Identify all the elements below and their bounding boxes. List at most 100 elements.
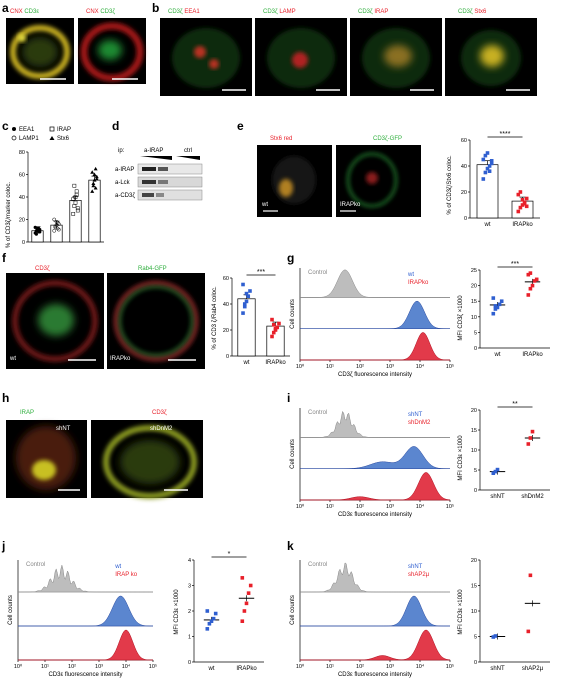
g-ytick-label: 20 xyxy=(471,284,477,290)
panel-h-img2-tag: shDnM2 xyxy=(150,426,173,432)
g-point xyxy=(493,304,498,308)
c-point xyxy=(94,177,99,181)
panel-e-chart: 0 20 40 60 wt IRAPko **** xyxy=(461,131,540,228)
g-sig-label: *** xyxy=(511,261,519,268)
c-point xyxy=(75,208,80,213)
c-point xyxy=(92,178,97,182)
c-point xyxy=(53,224,58,229)
panel-b-label-4-green: CD3ζ xyxy=(458,9,473,15)
panel-k-histogram: 10⁰ 10¹ 10² 10³ 10⁴ 10⁵ Cell counts CD3ε fluore… xyxy=(290,560,454,678)
panel-h-label-red: CD3ζ xyxy=(152,410,167,416)
panel-b-label-2-red: LAMP xyxy=(279,9,295,15)
j-point xyxy=(205,627,210,631)
panel-d-col-1: a-IRAP xyxy=(144,148,163,154)
panel-a-image-2: CNX CD3ζ xyxy=(78,9,146,84)
panel-c-legend-stx6: Stx6 xyxy=(57,136,70,142)
panel-j-ylabel: MFI CD3ε ×1000 xyxy=(174,589,180,635)
i-hist-xtick-label: 10⁴ xyxy=(416,503,425,510)
j-category-label: IRAPko xyxy=(236,666,257,672)
g-point xyxy=(532,279,537,283)
i-hist-xtick-label: 10⁰ xyxy=(296,503,305,510)
f-point xyxy=(271,330,276,335)
e-bar xyxy=(476,164,499,219)
panel-g-ylabel: MFI CD3ζ ×1000 xyxy=(458,295,464,341)
k-hist-curve-0 xyxy=(300,562,450,593)
e-point xyxy=(522,201,527,206)
k-category-label: shAP2µ xyxy=(522,666,544,672)
c-point xyxy=(93,166,98,171)
k-hist-xtick-label: 10⁰ xyxy=(296,663,305,670)
panel-i-histogram: 10⁰ 10¹ 10² 10³ 10⁴ 10⁵ Cell counts CD3ε fluore… xyxy=(290,408,454,518)
i-ytick-label: 10 xyxy=(471,448,477,454)
e-sig-label: **** xyxy=(500,131,511,138)
e-ytick-label: 20 xyxy=(461,190,467,196)
g-hist-ylabel: Cell counts xyxy=(290,299,296,329)
f-point xyxy=(244,299,249,304)
f-category-label: wt xyxy=(243,360,250,366)
g-point xyxy=(497,302,502,307)
c-ytick-label: 80 xyxy=(19,150,25,156)
k-ytick-label: 15 xyxy=(471,584,477,590)
c-point xyxy=(34,232,38,236)
panel-c-letter: c xyxy=(2,119,9,133)
panel-f-ylabel: % of CD3 ζ/Rab4 coloc. xyxy=(212,286,218,350)
panel-d-wedge-2 xyxy=(176,156,200,160)
panel-f-img2-tag: IRAPko xyxy=(110,356,131,362)
k-hist-legend-1: shNT xyxy=(408,564,423,570)
e-ytick-label: 0 xyxy=(464,216,467,222)
c-ytick-label: 20 xyxy=(19,218,25,224)
panel-a-image-1: CNX CD3ε xyxy=(6,9,74,84)
g-hist-curve-0 xyxy=(300,269,450,298)
c-point xyxy=(56,227,61,232)
k-point xyxy=(493,634,498,638)
panel-e-img2-tag: IRAPko xyxy=(340,202,361,208)
c-point xyxy=(74,189,79,194)
svg-text:CD3ζ EEA1: CD3ζ EEA1 xyxy=(168,9,200,15)
k-hist-xtick-label: 10² xyxy=(356,664,364,670)
g-point xyxy=(534,277,539,282)
i-hist-ylabel: Cell counts xyxy=(290,439,296,469)
f-ytick-label: 60 xyxy=(223,276,229,282)
e-point xyxy=(485,151,490,155)
k-ytick-label: 5 xyxy=(474,635,477,641)
e-point xyxy=(487,164,492,168)
panel-d-letter: d xyxy=(112,119,119,133)
g-point xyxy=(526,293,531,297)
panel-b-label-3-red: IRAP xyxy=(374,9,388,15)
i-hist-legend-2: shDnM2 xyxy=(408,420,431,426)
g-hist-xtick-label: 10² xyxy=(356,364,364,370)
e-point xyxy=(483,170,488,175)
panel-c-legend-lamp1: LAMP1 xyxy=(19,136,39,142)
f-point xyxy=(270,317,274,322)
c-point xyxy=(33,225,37,229)
i-hist-xtick-label: 10² xyxy=(356,504,364,510)
i-point xyxy=(491,471,496,475)
j-point xyxy=(211,616,216,621)
panel-e-img1-tag: wt xyxy=(261,202,268,208)
e-point xyxy=(516,209,521,214)
j-ytick-label: 2 xyxy=(188,609,191,615)
f-point xyxy=(271,323,276,327)
i-category-label: shDnM2 xyxy=(521,494,544,500)
i-hist-xtick-label: 10⁵ xyxy=(446,503,454,510)
j-ytick-label: 0 xyxy=(188,660,191,666)
e-category-label: wt xyxy=(484,222,491,228)
panel-e-img1-label: Stx6 red xyxy=(270,136,292,142)
g-point xyxy=(528,271,533,275)
panel-e-ylabel: % of CD3ζ/Stx6 coloc. xyxy=(447,155,453,215)
c-point xyxy=(71,197,76,202)
k-hist-xtick-label: 10⁴ xyxy=(416,663,425,670)
k-ytick-label: 20 xyxy=(471,558,477,564)
f-ytick-label: 20 xyxy=(223,328,229,334)
panel-k-letter: k xyxy=(287,539,294,553)
e-ytick-label: 60 xyxy=(461,138,467,144)
panel-b-label-4-red: Stx6 xyxy=(474,9,487,15)
j-hist-legend-2: IRAP ko xyxy=(115,572,138,578)
e-point xyxy=(516,192,521,197)
j-point xyxy=(248,583,253,588)
g-category-label: IRAPko xyxy=(522,352,543,358)
e-point xyxy=(489,161,494,166)
panel-d-row-1: a-IRAP xyxy=(115,167,134,173)
panel-d-western-blot: ip: a-IRAP ctrl a-IRAP a-Lck a-CD3ζ xyxy=(115,148,203,201)
k-hist-ylabel: Cell counts xyxy=(290,595,296,625)
